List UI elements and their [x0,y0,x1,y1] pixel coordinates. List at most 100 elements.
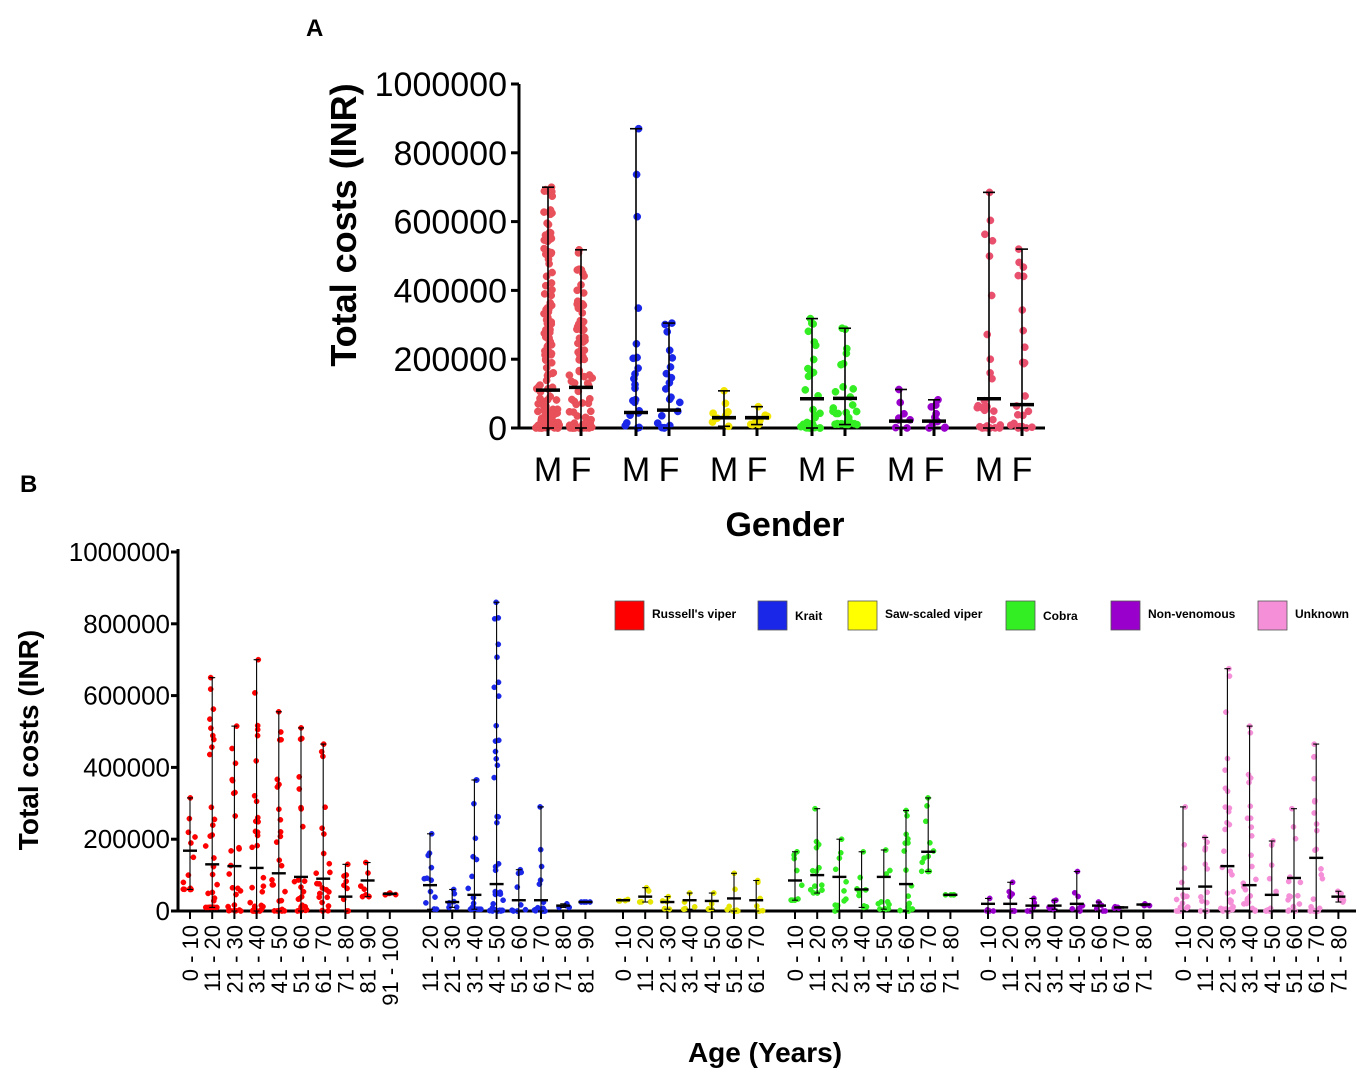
panel-a-x-tick-label: M [975,451,1003,489]
panel-a-cobra-f-point [849,385,858,393]
panel-b-russell-s-viper-51-60-point [295,877,302,883]
panel-b-cobra-61-70-point [918,868,925,875]
panel-b-saw-scaled-viper-51-60-point [732,886,738,893]
panel-b-russell-s-viper-61-70-point [324,894,331,901]
panel-a-russell-s-viper-m-point [544,305,553,314]
panel-b-x-tick-label: 61 - 70 [529,925,554,994]
panel-b-cobra-61-70-point [922,818,929,825]
panel-b-russell-s-viper-21-30-point [237,888,244,894]
panel-b-russell-s-viper-61-70-point [316,881,323,887]
panel-a-saw-scaled-viper-m-points [708,386,733,431]
panel-b-russell-s-viper-21-30-point [232,789,238,796]
panel-b-unknown-51-60-point [1297,879,1304,886]
panel-b-unknown-61-70-point [1310,896,1317,902]
panel-a-russell-s-viper-f-point [568,395,576,404]
panel-b-cobra-11-20-point [813,838,820,845]
panel-a-russell-s-viper-f-point [581,336,589,345]
panel-b-russell-s-viper-31-40-point [249,844,255,851]
panel-a-russell-s-viper-f-point [572,400,581,409]
panel-b-unknown-61-70-point [1313,827,1320,834]
panel-b-unknown-11-20-points [1197,834,1211,914]
panel-b-x-tick-label: 11 - 20 [1193,925,1218,992]
panel-a-cobra-m-points [797,314,825,432]
panel-b-krait-51-60-point [517,902,524,908]
panel-a-russell-s-viper-f-point [579,289,588,297]
panel-b-saw-scaled-viper-51-60-point [726,903,733,910]
panel-b-russell-s-viper-31-40-point [254,722,261,729]
panel-b-unknown-31-40-point [1247,815,1254,822]
panel-b-x-tick-label: 51 - 60 [289,925,314,994]
panel-b-non-venomous-0-10-point [990,908,997,914]
panel-b-x-tick-label: 61 - 70 [311,925,336,994]
panel-a-unknown-f-point [1019,272,1028,281]
panel-a-cobra-f-point [842,349,851,358]
panel-b-cobra-51-60-point [897,907,903,914]
panel-b-saw-scaled-viper-31-40-points [680,890,698,913]
panel-a-russell-s-viper-m-points [532,183,564,432]
panel-b-russell-s-viper-41-50-point [269,877,275,883]
panel-b-x-tick-label: 61 - 70 [744,925,769,994]
panel-b-russell-s-viper-31-40-point [249,884,255,891]
panel-b-russell-s-viper-41-50-point [282,888,288,895]
panel-a-marks [532,124,1036,432]
panel-b-krait-11-20-point [423,900,429,906]
panel-a-cobra-m-point [797,422,805,431]
panel-b-krait-61-70-point [538,863,545,870]
legend-label-krait: Krait [795,609,822,623]
panel-b-unknown-31-40-point [1253,876,1259,883]
panel-b-saw-scaled-viper-31-40-point [691,903,698,910]
panel-b-russell-s-viper-21-30-point [228,848,234,854]
panel-b-y-tick-label: 800000 [83,609,170,639]
panel-b-cobra-31-40-point [863,903,870,910]
panel-a-unknown-m-point [995,424,1004,432]
panel-b-cobra-0-10-points [788,848,805,904]
panel-b-krait-31-40-point [472,835,479,842]
panel-b-x-tick-label: 71 - 80 [1131,925,1156,994]
panel-b-russell-s-viper-31-40-point [254,832,261,839]
panel-b-y-ticks: 0 200000 400000 600000 800000 1000000 [69,537,178,926]
panel-b-x-tick-label: 11 - 20 [200,925,225,992]
panel-b-unknown-61-70-point [1318,866,1324,872]
panel-b-unknown-51-60-point [1286,907,1292,914]
panel-b-russell-s-viper-11-20-point [214,881,220,888]
panel-a-non-venomous-f-point [927,403,936,411]
panel-a-x-tick-label: M [798,451,826,489]
panel-a-x-tick-label: M [534,451,562,489]
panel-b-russell-s-viper-11-20-point [206,751,213,758]
panel-a-cobra-m-point [816,409,824,418]
legend-swatch-unknown [1257,600,1288,631]
panel-a-cobra-f-point [829,407,837,416]
legend-swatch-cobra [1005,600,1036,631]
panel-a-unknown-f-point [1019,263,1028,271]
panel-b-russell-s-viper-0-10-point [181,886,188,893]
panel-a-russell-s-viper-m-point [553,409,562,417]
panel-b-unknown-0-10-point [1177,904,1184,911]
panel-b-krait-41-50-point [491,774,498,781]
panel-a-krait-f-point [675,398,684,407]
panel-b-krait-41-50-point [486,907,493,914]
panel-b-x-tick-label: 71 - 80 [1326,925,1351,994]
panel-b-x-tick-label: 11 - 20 [418,925,443,992]
panel-b-russell-s-viper-41-50-point [270,881,277,888]
panel-b-cobra-0-10-point [795,896,801,902]
panel-b-krait-41-50-point [492,748,499,755]
panel-a-x-tick-label: F [835,451,856,489]
panel-a-y-tick-label: 800000 [394,135,507,173]
panel-b-x-tick-label: 41 - 50 [485,925,510,994]
panel-a-cobra-m-point [804,327,813,336]
panel-a-russell-s-viper-m-point [545,340,553,349]
panel-b-russell-s-viper-11-20-points [202,674,220,911]
panel-b-unknown-31-40-point [1247,729,1254,736]
panel-b-x-tick-label: 31 - 40 [462,925,487,994]
panel-b-russell-s-viper-51-60-points [291,725,310,914]
panel-a-unknown-f-point [1006,421,1015,430]
panel-a-krait-m-points [621,124,644,432]
panel-b-x-tick-label: 31 - 40 [245,925,270,994]
panel-b-unknown-21-30-point [1221,848,1227,855]
panel-a-russell-s-viper-m-point [532,424,540,432]
panel-b-cobra-61-70-point [921,855,927,861]
panel-b-cobra-21-30-point [841,888,847,894]
panel-b-russell-s-viper-41-50-point [281,908,288,914]
panel-b-y-tick-label: 0 [156,896,170,926]
